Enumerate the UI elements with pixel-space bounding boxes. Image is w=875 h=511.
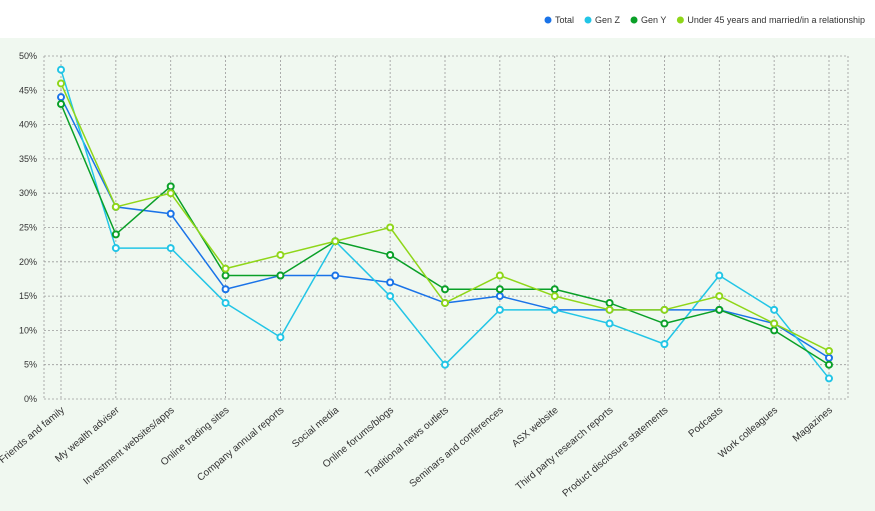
gridlines — [43, 55, 849, 400]
data-point — [386, 292, 395, 301]
y-tick-label: 10% — [19, 325, 37, 335]
data-point — [770, 326, 779, 335]
legend-label: Gen Y — [641, 15, 666, 25]
data-point — [550, 285, 559, 294]
legend-marker — [584, 16, 592, 24]
data-point — [825, 353, 833, 362]
data-point — [605, 319, 614, 328]
data-point — [111, 230, 120, 239]
y-tick-label: 15% — [19, 291, 37, 301]
data-point — [441, 360, 449, 369]
y-tick-label: 45% — [19, 85, 37, 95]
data-point — [166, 182, 175, 191]
series-group — [57, 100, 833, 369]
legend-marker — [544, 16, 552, 24]
data-point — [221, 298, 230, 307]
data-point — [715, 292, 724, 301]
data-point — [770, 319, 779, 328]
data-point — [221, 285, 230, 294]
data-point — [331, 271, 340, 280]
data-point — [550, 292, 559, 301]
data-point — [660, 319, 669, 328]
data-point — [495, 305, 504, 314]
y-tick-label: 0% — [24, 394, 37, 404]
y-tick-label: 30% — [19, 188, 37, 198]
data-point — [57, 65, 65, 74]
data-point — [605, 298, 614, 307]
legend-item: Gen Z — [584, 15, 621, 25]
data-point — [441, 285, 449, 294]
data-point — [221, 264, 230, 273]
data-point — [57, 100, 65, 109]
data-point — [660, 340, 669, 349]
y-tick-label: 25% — [19, 223, 37, 233]
data-point — [221, 271, 230, 280]
data-point — [331, 237, 340, 246]
data-point — [276, 271, 285, 280]
data-point — [57, 79, 65, 88]
data-point — [57, 93, 65, 102]
legend-item: Total — [544, 15, 574, 25]
data-point — [495, 292, 504, 301]
y-tick-label: 50% — [19, 51, 37, 61]
legend-marker — [630, 16, 638, 24]
data-point — [825, 360, 833, 369]
y-tick-label: 5% — [24, 360, 37, 370]
legend-marker — [676, 16, 684, 24]
legend: Total Gen Z Gen Y Under 45 years and marrie… — [544, 15, 865, 25]
y-tick-label: 35% — [19, 154, 37, 164]
data-point — [660, 305, 669, 314]
y-tick-label: 20% — [19, 257, 37, 267]
legend-item: Under 45 years and married/in a relation… — [676, 15, 865, 25]
data-point — [386, 223, 395, 232]
data-point — [605, 305, 614, 314]
data-point — [111, 244, 120, 253]
series-lines — [57, 65, 833, 383]
data-point — [715, 305, 724, 314]
data-point — [495, 271, 504, 280]
data-point — [276, 250, 285, 259]
data-point — [825, 374, 833, 383]
data-point — [276, 333, 285, 342]
series-group — [57, 79, 833, 355]
data-point — [550, 305, 559, 314]
data-point — [166, 209, 175, 218]
data-point — [715, 271, 724, 280]
plot-background — [0, 38, 875, 511]
data-point — [441, 298, 449, 307]
legend-label: Under 45 years and married/in a relation… — [687, 15, 865, 25]
data-point — [495, 285, 504, 294]
data-point — [166, 189, 175, 198]
y-tick-label: 40% — [19, 120, 37, 130]
data-point — [770, 305, 779, 314]
legend-label: Total — [555, 15, 574, 25]
legend-label: Gen Z — [595, 15, 621, 25]
data-point — [166, 244, 175, 253]
legend-item: Gen Y — [630, 15, 666, 25]
data-point — [825, 346, 833, 355]
data-point — [386, 278, 395, 287]
data-point — [111, 202, 120, 211]
y-axis-ticks: 0% 5% 10% 15% 20% 25% 30% 35% 40% 45% 50% — [19, 51, 37, 404]
data-point — [386, 250, 395, 259]
